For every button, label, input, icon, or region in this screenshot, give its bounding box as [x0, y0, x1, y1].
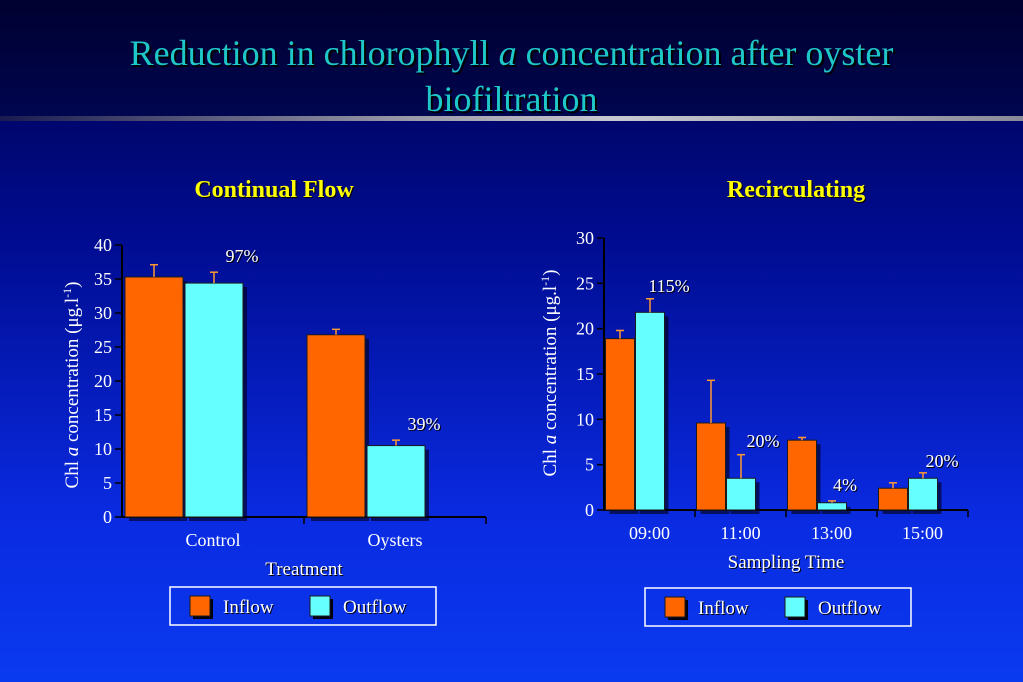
- x-tick-label: 11:00: [720, 523, 760, 543]
- annotation-label: 20%: [926, 451, 959, 471]
- annotation-label: 20%: [747, 431, 780, 451]
- bar-outflow: [184, 282, 244, 518]
- y-axis-label-main: concentration (μg.l: [62, 298, 83, 447]
- title-divider: [0, 116, 1023, 121]
- y-tick-label: 15: [94, 405, 112, 425]
- y-tick-label: 0: [103, 507, 112, 527]
- y-axis-label-prefix: Chl: [62, 456, 83, 488]
- annotation-label: 115%: [648, 276, 689, 296]
- title-text-3: biofiltration: [425, 79, 598, 119]
- chart-2: Recirculating 0 5 10 15 20 25 30 09:00 11:00 13:00…: [538, 177, 969, 627]
- title-italic-a: a: [498, 33, 517, 73]
- legend-box: [644, 587, 912, 627]
- annotation-label: 4%: [833, 475, 857, 495]
- x-tick-label: Oysters: [368, 530, 423, 550]
- y-axis-label-sup: -1: [60, 288, 74, 298]
- bar-inflow: [696, 422, 726, 511]
- legend-label-inflow: Inflow: [223, 597, 274, 618]
- y-tick-label: 10: [576, 409, 594, 429]
- y-tick-label: 5: [585, 455, 594, 475]
- legend-label-outflow: Outflow: [343, 597, 407, 618]
- legend-box: [169, 586, 437, 626]
- y-tick-label: 25: [94, 337, 112, 357]
- legend-swatch-inflow: [189, 595, 211, 617]
- y-axis-label-end: ): [62, 282, 83, 288]
- bar-outflow: [366, 445, 426, 518]
- y-tick-label: 0: [585, 500, 594, 520]
- bar-outflow: [635, 311, 665, 511]
- title-text-1: Reduction in chlorophyll: [129, 33, 499, 73]
- chart-title: Recirculating: [727, 177, 865, 203]
- y-tick-label: 15: [576, 364, 594, 384]
- y-axis-label-italic: a: [540, 435, 561, 445]
- title-text-2: concentration after oyster: [516, 33, 894, 73]
- legend-label-outflow: Outflow: [818, 598, 882, 619]
- bar-outflow: [817, 502, 847, 511]
- y-axis-label-italic: a: [62, 447, 83, 457]
- bar-inflow: [605, 338, 635, 511]
- legend-swatch-outflow: [309, 595, 331, 617]
- y-tick-label: 5: [103, 473, 112, 493]
- y-tick-label: 25: [576, 273, 594, 293]
- legend-label-inflow: Inflow: [698, 598, 749, 619]
- annotation-label: 97%: [226, 246, 259, 266]
- x-tick-label: 13:00: [811, 523, 852, 543]
- y-tick-label: 30: [94, 303, 112, 323]
- y-tick-label: 20: [94, 371, 112, 391]
- x-tick-label: 09:00: [629, 523, 670, 543]
- annotation-label: 39%: [408, 414, 441, 434]
- y-tick-label: 40: [94, 235, 112, 255]
- legend-swatch-outflow: [784, 596, 806, 618]
- y-axis-label-sup: -1: [538, 276, 552, 286]
- legend-swatch-inflow: [664, 596, 686, 618]
- x-axis-label: Sampling Time: [728, 552, 845, 573]
- bar-inflow: [306, 334, 366, 518]
- legend: Inflow Outflow: [644, 587, 912, 627]
- bar-inflow: [878, 487, 908, 511]
- bar-inflow: [124, 276, 184, 518]
- y-axis-label-prefix: Chl: [540, 444, 561, 476]
- chart-title: Continual Flow: [194, 177, 354, 203]
- y-axis-label-main: concentration (μg.l: [540, 286, 561, 435]
- y-tick-label: 35: [94, 269, 112, 289]
- x-tick-label: Control: [185, 530, 240, 550]
- title-band: [0, 0, 1023, 120]
- bar-outflow: [908, 477, 938, 511]
- y-axis-label-end: ): [540, 270, 561, 276]
- y-tick-label: 20: [576, 319, 594, 339]
- y-axis-label: Chl a concentration (μg.l-1): [538, 270, 561, 477]
- y-axis-label: Chl a concentration (μg.l-1): [60, 282, 83, 489]
- slide-title: Reduction in chlorophyll a concentration…: [0, 30, 1023, 122]
- y-tick-label: 30: [576, 228, 594, 248]
- x-tick-label: 15:00: [902, 523, 943, 543]
- bar-inflow: [787, 439, 817, 511]
- y-tick-label: 10: [94, 439, 112, 459]
- legend: Inflow Outflow: [169, 586, 437, 626]
- bar-outflow: [726, 477, 756, 511]
- chart-1: Continual Flow 0 5 10 15 20 25 30 35 40 Control Oys…: [60, 177, 487, 626]
- x-axis-label: Treatment: [265, 559, 343, 580]
